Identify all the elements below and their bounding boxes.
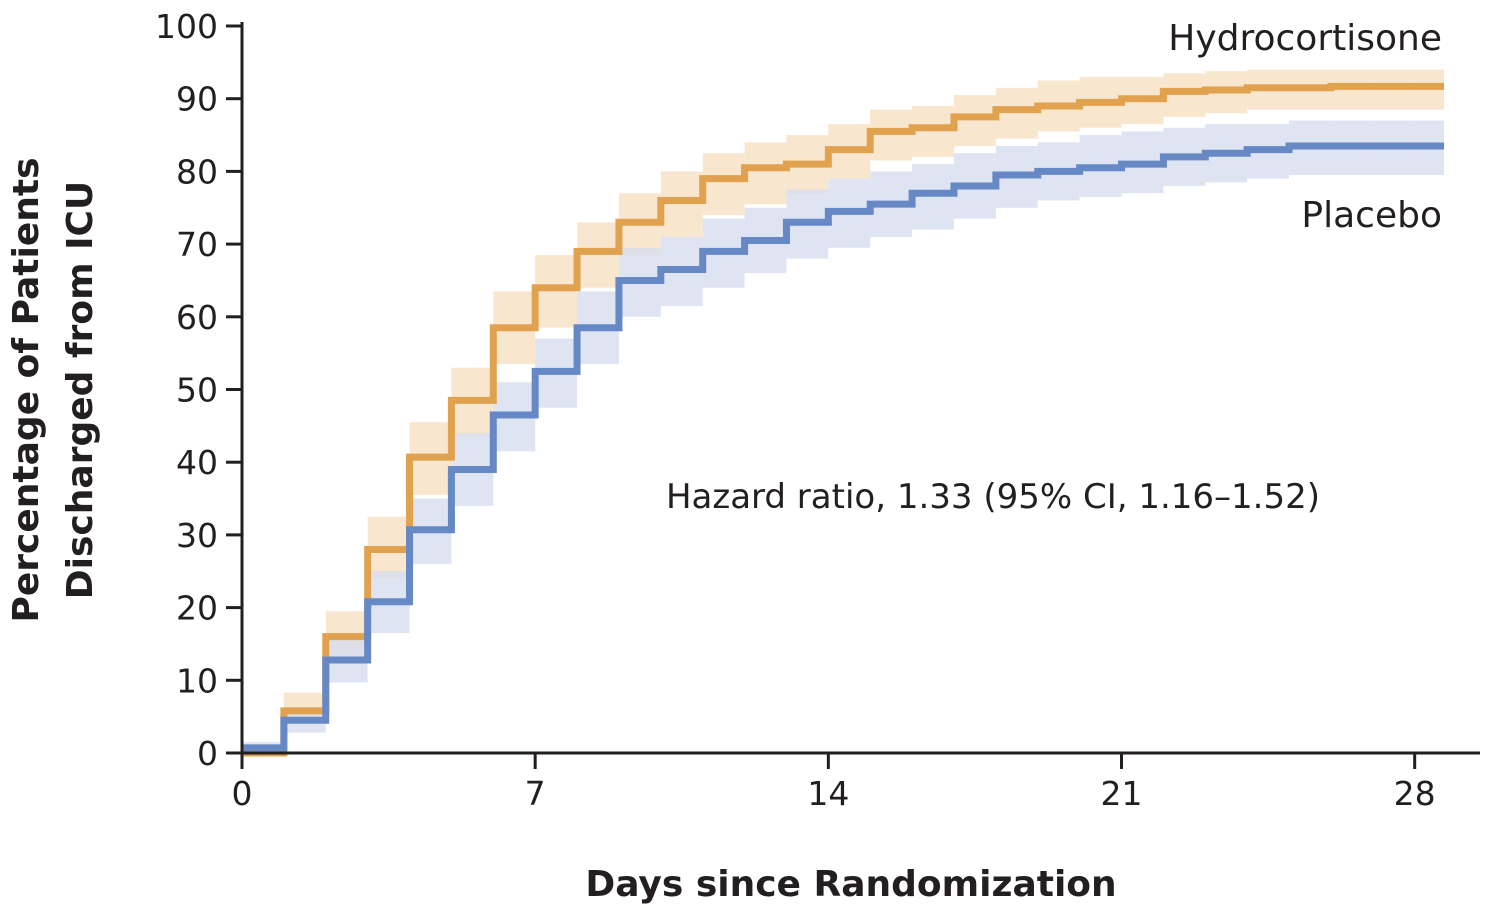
y-axis-title-line-1: Percentage of Patients <box>6 157 47 622</box>
ci-band-hydrocortisone-8 <box>577 222 619 288</box>
y-tick-label-70: 70 <box>176 225 218 264</box>
ci-band-hydrocortisone-7 <box>535 255 578 328</box>
step-line-hydrocortisone <box>242 82 1444 757</box>
x-tick-label-7: 7 <box>525 774 546 813</box>
y-tick-label-40: 40 <box>176 443 218 482</box>
step-line-placebo <box>242 142 1444 752</box>
x-tick-label-14: 14 <box>807 774 849 813</box>
ci-band-hydrocortisone-10 <box>660 171 703 237</box>
y-tick-label-20: 20 <box>176 589 218 628</box>
ci-band-hydrocortisone-12 <box>744 142 787 205</box>
ci-band-placebo-16 <box>912 164 954 230</box>
y-tick-label-90: 90 <box>176 80 218 119</box>
survival-curves <box>242 82 1444 757</box>
confidence-bands <box>242 69 1444 753</box>
hazard-ratio-annotation: Hazard ratio, 1.33 (95% CI, 1.16–1.52) <box>666 477 1320 517</box>
ci-band-hydrocortisone-18 <box>995 87 1038 139</box>
ci-band-hydrocortisone-11 <box>702 153 745 216</box>
y-tick-label-50: 50 <box>176 371 218 410</box>
y-tick-label-100: 100 <box>155 7 218 46</box>
y-tick-label-80: 80 <box>176 152 218 191</box>
y-tick-label-10: 10 <box>176 661 218 700</box>
x-axis-title: Days since Randomization <box>585 864 1116 905</box>
x-tick-label-28: 28 <box>1394 774 1436 813</box>
y-tick-label-30: 30 <box>176 516 218 555</box>
x-tick-label-21: 21 <box>1101 774 1143 813</box>
axes: 0 10 20 30 40 50 60 70 80 90 100 0 7 14 21 28 <box>155 7 1480 813</box>
y-tick-label-60: 60 <box>176 298 218 337</box>
y-axis-title-line-2: Discharged from ICU <box>60 181 101 599</box>
labels: Hydrocortisone Placebo Hazard ratio, 1.3… <box>6 18 1442 905</box>
series-label-hydrocortisone: Hydrocortisone <box>1168 18 1442 59</box>
ci-band-hydrocortisone-15 <box>870 109 913 161</box>
ci-band-hydrocortisone-22 <box>1163 73 1206 117</box>
ci-band-hydrocortisone-17 <box>953 95 996 146</box>
ci-band-hydrocortisone-16 <box>912 105 954 157</box>
y-tick-label-0: 0 <box>197 734 218 773</box>
x-tick-label-0: 0 <box>232 774 253 813</box>
series-label-placebo: Placebo <box>1301 195 1442 236</box>
